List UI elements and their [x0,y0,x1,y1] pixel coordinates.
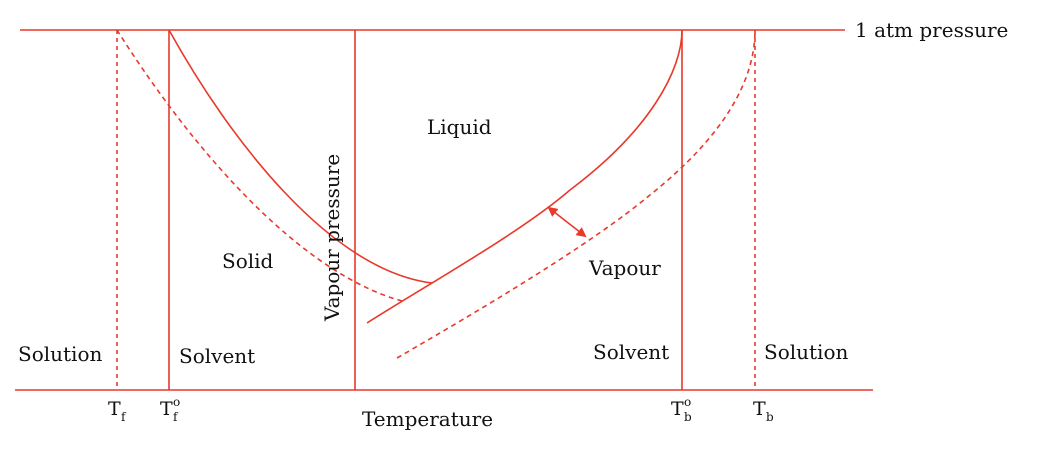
tick-tf0-sub: f [173,410,179,424]
liquid-region-label: Liquid [427,115,492,139]
tick-tb0-sub: b [684,410,692,424]
tick-tf-main: T [108,398,121,420]
solution-solid-curve [116,29,403,302]
pressure-line-label: 1 atm pressure [855,18,1008,42]
tick-tb0-sup: o [684,395,691,409]
y-axis-label: Vapour pressure [320,154,344,322]
tick-tf0-main: T [160,398,173,420]
solution-right-label: Solution [764,340,848,364]
vapour-pressure-lowering-arrow [547,206,587,238]
x-axis-label: Temperature [362,407,493,431]
tick-tb0: T o b [671,395,692,424]
tick-tf0-sup: o [173,395,180,409]
solvent-left-label: Solvent [179,344,255,368]
tick-tb: T b [753,398,774,424]
solution-liquid-curve [396,29,756,359]
solid-region-label: Solid [222,249,274,273]
solvent-liquid-curve [366,29,683,324]
tick-tb0-main: T [671,398,684,420]
solvent-right-label: Solvent [593,340,669,364]
tick-tf0: T o f [160,395,180,424]
tick-tf: T f [108,398,127,424]
solvent-solid-curve [168,29,433,284]
solution-left-label: Solution [18,342,102,366]
tick-tb-sub: b [766,410,774,424]
vapour-region-label: Vapour [588,256,661,280]
tick-tb-main: T [753,398,766,420]
tick-tf-sub: f [121,410,127,424]
